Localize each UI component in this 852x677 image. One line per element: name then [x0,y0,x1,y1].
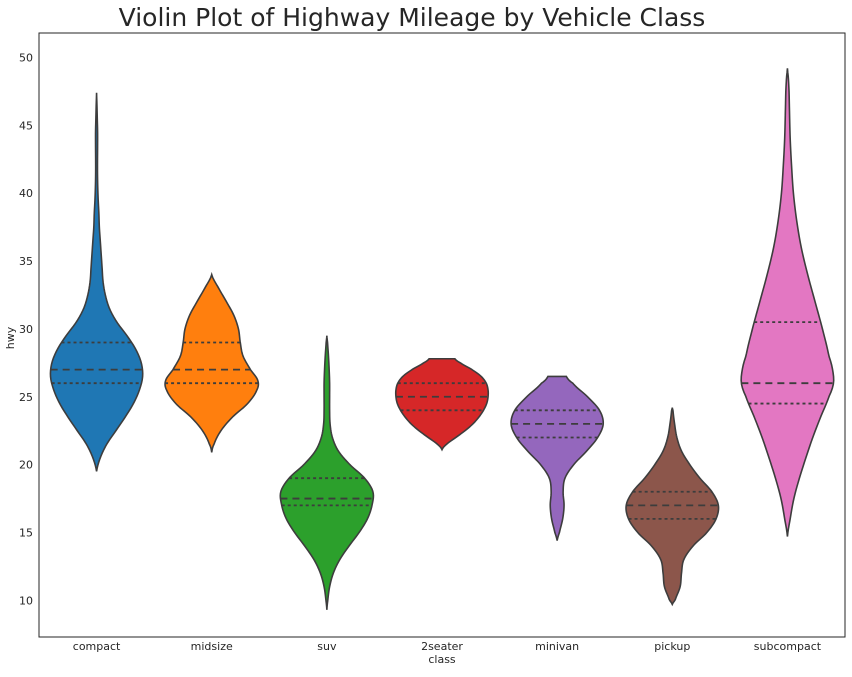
violin-2seater [394,357,490,452]
x-axis-ticks: compact midsize suv 2seater minivan pickup sub… [73,640,822,653]
y-tick-label-15: 15 [19,526,33,539]
x-tick-label-midsize: midsize [191,640,233,653]
x-tick-label-subcompact: subcompact [754,640,822,653]
x-axis-label: class [428,653,456,666]
y-tick-label-45: 45 [19,119,33,132]
y-tick-label-25: 25 [19,391,33,404]
plot-frame [38,32,846,638]
x-tick-label-suv: suv [317,640,337,653]
chart-title: Violin Plot of Highway Mileage by Vehicl… [119,3,706,32]
violin-pickup [625,407,720,607]
violin-suv [279,335,375,610]
y-tick-label-20: 20 [19,459,33,472]
violins-layer [49,68,835,610]
violin-subcompact [740,68,835,537]
y-axis-ticks: 10 15 20 25 30 35 40 45 50 [19,51,33,607]
y-tick-label-10: 10 [19,594,33,607]
x-tick-label-compact: compact [73,640,121,653]
violin-compact [49,92,144,472]
y-tick-label-35: 35 [19,255,33,268]
quartile-lines-layer [50,321,834,520]
violin-midsize [164,271,260,453]
y-tick-label-40: 40 [19,187,33,200]
x-tick-label-minivan: minivan [535,640,579,653]
y-tick-label-30: 30 [19,323,33,336]
x-tick-label-2seater: 2seater [421,640,463,653]
y-axis-label: hwy [4,326,17,349]
violin-minivan [510,375,605,541]
y-tick-label-50: 50 [19,51,33,64]
x-tick-label-pickup: pickup [654,640,690,653]
